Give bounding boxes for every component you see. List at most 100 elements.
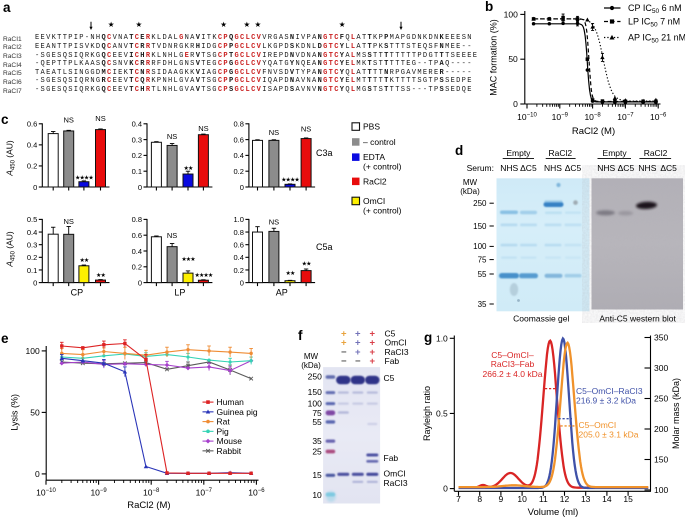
svg-text:Rat: Rat: [217, 417, 231, 427]
svg-text:+: +: [370, 338, 376, 349]
svg-text:+: +: [341, 338, 347, 349]
svg-text:CP IC50 6 nM: CP IC50 6 nM: [628, 3, 682, 15]
svg-text:0.6: 0.6: [233, 240, 243, 249]
svg-text:10−6: 10−6: [248, 488, 265, 498]
svg-text:0: 0: [33, 183, 37, 192]
svg-text:NHS: NHS: [597, 163, 615, 173]
svg-text:ΔC5: ΔC5: [520, 163, 537, 173]
svg-text:−: −: [341, 347, 347, 358]
svg-text:35: 35: [478, 300, 487, 309]
svg-text:★★★★: ★★★★: [195, 272, 213, 279]
svg-text:10−7: 10−7: [196, 488, 213, 498]
svg-text:75: 75: [312, 408, 322, 418]
svg-text:MAC formation (%): MAC formation (%): [489, 19, 499, 96]
svg-text:0.4: 0.4: [233, 151, 243, 160]
svg-text:– control: – control: [363, 137, 396, 147]
svg-text:10−10: 10−10: [36, 488, 56, 498]
svg-text:NS: NS: [269, 128, 279, 137]
svg-text:Guinea pig: Guinea pig: [217, 407, 258, 417]
svg-text:★★: ★★: [96, 272, 105, 279]
svg-text:Lysis (%): Lysis (%): [10, 394, 20, 431]
svg-text:★★: ★★: [286, 270, 295, 277]
svg-text:0.6: 0.6: [132, 231, 142, 240]
svg-text:8: 8: [477, 494, 482, 504]
svg-text:RaCl2: RaCl2: [363, 176, 387, 186]
svg-text:55: 55: [312, 417, 322, 427]
svg-text:f: f: [298, 328, 303, 343]
svg-text:NS: NS: [167, 132, 177, 141]
svg-text:EDTA: EDTA: [363, 152, 385, 162]
svg-text:100: 100: [26, 346, 40, 356]
svg-text:Anti-C5 western blot: Anti-C5 western blot: [599, 313, 676, 323]
svg-text:AP: AP: [276, 288, 288, 298]
svg-text:250: 250: [473, 199, 487, 208]
svg-text:C5a: C5a: [316, 242, 333, 252]
svg-text:0.3: 0.3: [27, 240, 37, 249]
svg-text:9: 9: [499, 494, 504, 504]
svg-text:Serum:: Serum:: [467, 163, 494, 173]
svg-text:0: 0: [138, 278, 142, 287]
svg-text:0.4: 0.4: [132, 247, 142, 256]
svg-text:35: 35: [312, 436, 322, 446]
svg-text:+: +: [370, 356, 376, 367]
svg-text:55: 55: [478, 270, 487, 279]
svg-text:Coomassie gel: Coomassie gel: [513, 313, 569, 323]
svg-text:+: +: [355, 347, 361, 358]
svg-text:1.0: 1.0: [436, 333, 448, 343]
svg-text:NS: NS: [269, 218, 279, 227]
svg-text:+: +: [355, 329, 361, 340]
svg-text:★★: ★★: [184, 165, 193, 172]
svg-text:Pig: Pig: [217, 426, 230, 436]
svg-text:100: 100: [504, 9, 518, 19]
svg-text:+: +: [355, 338, 361, 349]
svg-text:C3a: C3a: [316, 148, 333, 158]
svg-text:0: 0: [240, 278, 244, 287]
svg-text:0: 0: [443, 484, 448, 494]
svg-text:250: 250: [654, 394, 668, 404]
svg-text:MW: MW: [463, 178, 478, 187]
svg-text:10−7: 10−7: [617, 112, 634, 122]
svg-text:NS: NS: [63, 116, 73, 125]
svg-text:15: 15: [312, 470, 322, 480]
svg-text:RaCI3: RaCI3: [384, 478, 408, 488]
svg-text:0.2: 0.2: [132, 263, 142, 272]
svg-text:C5: C5: [384, 373, 395, 383]
svg-text:NHS: NHS: [638, 163, 656, 173]
svg-text:+: +: [341, 329, 347, 340]
svg-text:★★★: ★★★: [181, 256, 195, 263]
svg-text:LP: LP: [174, 288, 185, 298]
svg-text:LP IC50 7 nM: LP IC50 7 nM: [628, 17, 680, 29]
svg-text:0.2: 0.2: [27, 162, 37, 171]
svg-text:CP: CP: [71, 288, 84, 298]
svg-text:(kDa): (kDa): [460, 187, 480, 196]
svg-text:C5: C5: [385, 329, 396, 339]
svg-text:0.8: 0.8: [233, 228, 243, 237]
svg-text:266.2 ± 4.0 kDa: 266.2 ± 4.0 kDa: [483, 369, 543, 379]
svg-text:+: +: [370, 347, 376, 358]
svg-text:50: 50: [508, 54, 518, 64]
svg-text:0: 0: [35, 469, 40, 479]
svg-text:13: 13: [581, 494, 591, 504]
svg-text:300: 300: [654, 363, 668, 373]
svg-text:★★★★: ★★★★: [75, 174, 93, 181]
svg-text:b: b: [485, 0, 493, 14]
svg-text:A450 (AU): A450 (AU): [5, 140, 17, 177]
svg-text:14: 14: [602, 494, 612, 504]
svg-text:NS: NS: [95, 114, 105, 123]
svg-text:0.1: 0.1: [27, 266, 37, 275]
svg-text:150: 150: [473, 222, 487, 231]
svg-text:0.4: 0.4: [27, 141, 37, 150]
svg-text:7: 7: [456, 494, 461, 504]
svg-text:g: g: [424, 330, 432, 345]
svg-text:11: 11: [539, 494, 548, 504]
svg-text:0: 0: [240, 183, 244, 192]
svg-text:MW: MW: [304, 352, 319, 361]
svg-text:0.5: 0.5: [27, 215, 37, 224]
svg-text:d: d: [455, 143, 463, 158]
svg-text:10−8: 10−8: [143, 488, 160, 498]
svg-text:0.5: 0.5: [436, 408, 448, 418]
svg-text:ΔC5: ΔC5: [565, 163, 582, 173]
svg-text:NS: NS: [63, 217, 73, 226]
svg-text:★★: ★★: [302, 260, 311, 267]
svg-text:−: −: [341, 356, 347, 367]
